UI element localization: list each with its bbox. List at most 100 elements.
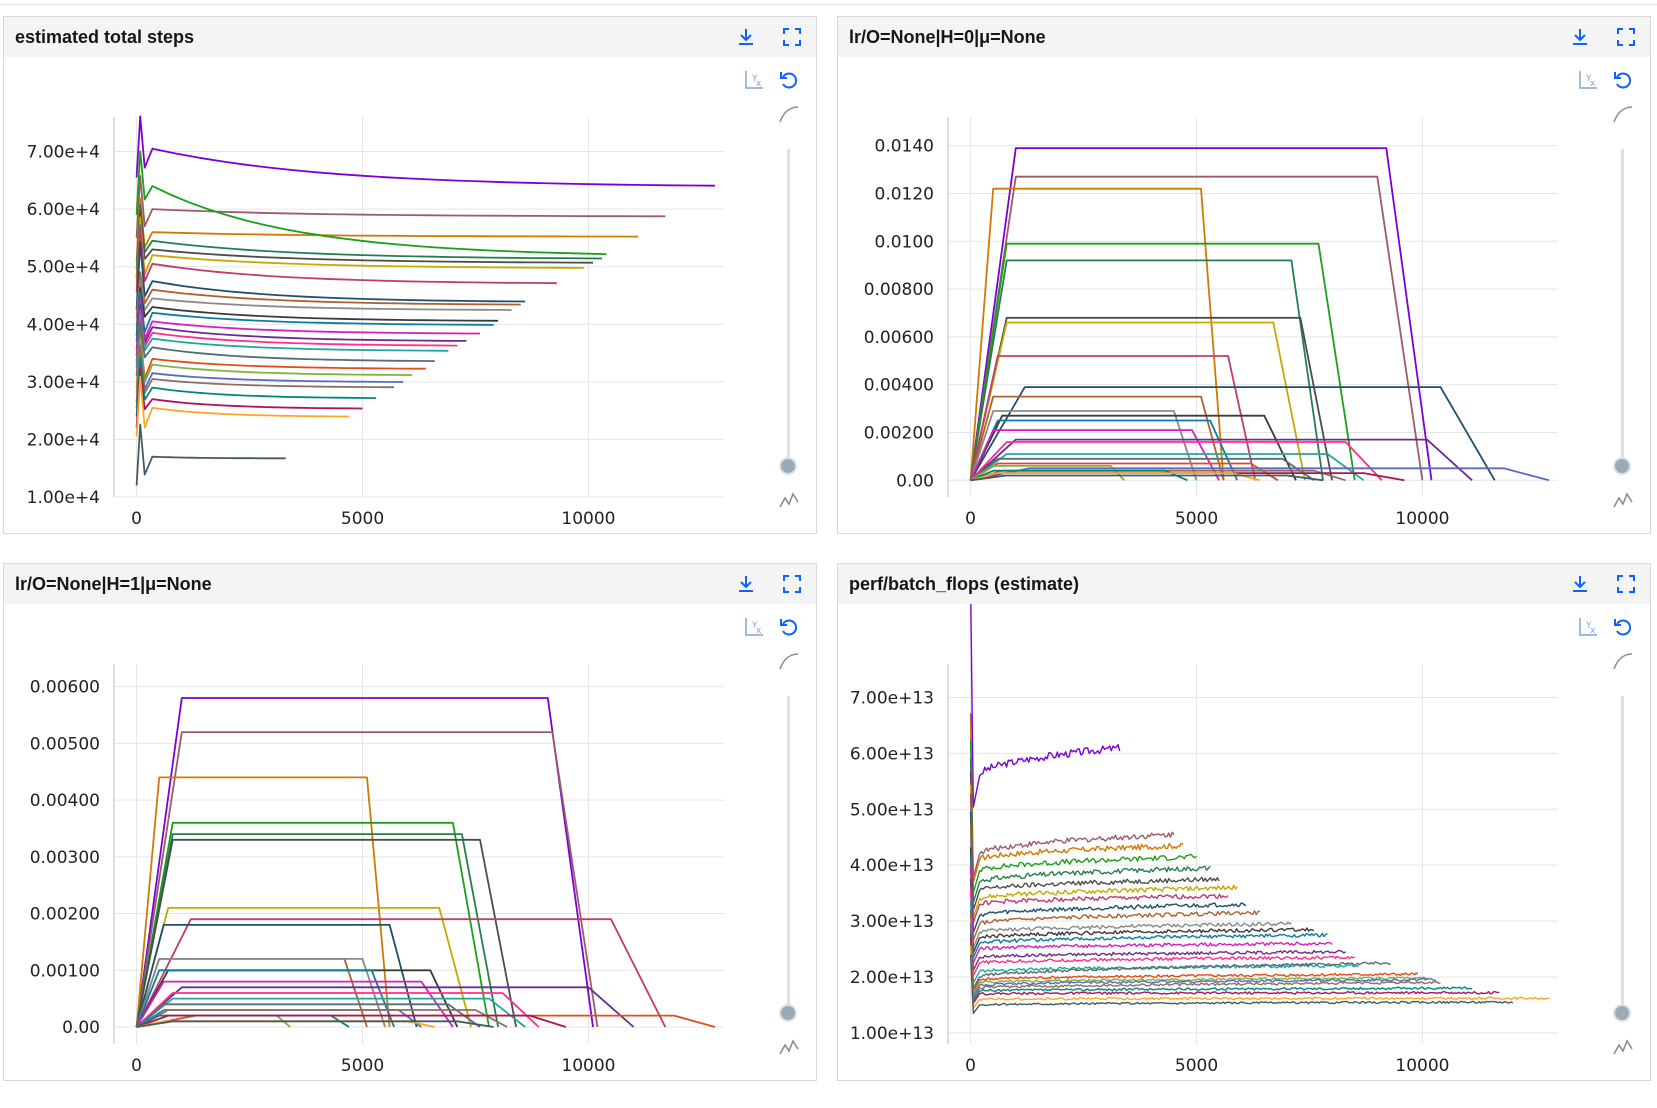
series-line	[969, 242, 1356, 481]
y-tick-label: 2.00e+4	[27, 430, 100, 450]
y-tick-label: 0.00200	[30, 905, 100, 925]
top-divider	[0, 4, 1657, 5]
panel-title: lr/O=None|H=1|μ=None	[15, 574, 212, 594]
series-line	[135, 286, 499, 336]
smoothing-slider-track[interactable]	[787, 149, 790, 469]
series-line	[135, 321, 435, 377]
y-tick-label: 0.00100	[30, 961, 100, 981]
series-line	[969, 811, 1247, 934]
smoothing-slider-track[interactable]	[787, 696, 790, 1016]
series-line	[135, 197, 639, 261]
series-line	[969, 414, 1297, 481]
fullscreen-icon[interactable]	[781, 573, 803, 595]
fullscreen-icon[interactable]	[781, 26, 803, 48]
series-line	[969, 954, 1514, 1014]
x-axis-label: Step	[1524, 531, 1558, 533]
smoothing-curve-icon[interactable]	[778, 650, 800, 672]
x-axis-label: Step	[1524, 1078, 1558, 1080]
y-tick-label: 6.00e+13	[850, 744, 934, 764]
svg-text:x: x	[1590, 626, 1596, 636]
series-line	[969, 838, 1292, 949]
series-line	[969, 395, 1225, 481]
series-line	[969, 847, 1315, 954]
series-line	[969, 936, 1500, 1004]
series-line	[969, 945, 1550, 1009]
series-line	[135, 115, 716, 187]
smoothing-slider-handle[interactable]	[779, 1004, 797, 1022]
fit-axes-icon[interactable]: Yx	[743, 69, 765, 91]
series-line	[969, 429, 1220, 481]
svg-text:Y: Y	[751, 621, 758, 631]
fullscreen-icon[interactable]	[1615, 573, 1637, 595]
series-line	[969, 355, 1257, 481]
line-chart-icon[interactable]	[1612, 489, 1634, 511]
smoothing-slider-handle[interactable]	[1613, 457, 1631, 475]
series-line	[969, 923, 1437, 997]
series-line	[970, 457, 1315, 482]
y-tick-label: 0.00600	[864, 328, 934, 348]
download-icon[interactable]	[1569, 573, 1591, 595]
series-line	[969, 147, 1433, 481]
reset-zoom-icon[interactable]	[778, 616, 800, 638]
series-line	[135, 776, 391, 1028]
series-line	[135, 211, 594, 279]
series-line	[969, 713, 1175, 879]
series-line	[135, 224, 557, 293]
y-tick-label: 7.00e+13	[850, 689, 934, 709]
y-tick-label: 4.00e+4	[27, 315, 100, 335]
series-line	[969, 918, 1428, 994]
fit-axes-icon[interactable]: Yx	[743, 616, 765, 638]
svg-text:x: x	[756, 626, 762, 636]
download-icon[interactable]	[1569, 26, 1591, 48]
line-chart-icon[interactable]	[1612, 1036, 1634, 1058]
series-line	[135, 216, 584, 285]
series-line	[970, 453, 1365, 482]
chart-lr-h1: 0 5000 10000 0.00 0.00100 0.00200 0.00300 0.004…	[30, 664, 724, 1080]
x-tick-label: 10000	[561, 1056, 615, 1076]
series-line	[135, 313, 449, 368]
download-icon[interactable]	[735, 26, 757, 48]
svg-text:Y: Y	[1585, 74, 1592, 84]
line-chart-icon[interactable]	[778, 1036, 800, 1058]
svg-text:Y: Y	[1585, 621, 1592, 631]
series-line	[135, 175, 666, 238]
download-icon[interactable]	[735, 573, 757, 595]
y-tick-label: 0.00	[896, 471, 934, 491]
series-line	[970, 604, 1121, 808]
fit-axes-icon[interactable]: Yx	[1577, 616, 1599, 638]
reset-zoom-icon[interactable]	[778, 69, 800, 91]
fit-axes-icon[interactable]: Yx	[1577, 69, 1599, 91]
x-tick-label: 5000	[1175, 1056, 1218, 1076]
smoothing-slider-track[interactable]	[1621, 696, 1624, 1016]
svg-text:Y: Y	[751, 74, 758, 84]
y-tick-label: 7.00e+4	[27, 143, 100, 163]
reset-zoom-icon[interactable]	[1612, 69, 1634, 91]
smoothing-slider-handle[interactable]	[779, 457, 797, 475]
y-tick-label: 0.00200	[864, 423, 934, 443]
y-tick-label: 4.00e+13	[850, 856, 934, 876]
smoothing-slider-track[interactable]	[1621, 149, 1624, 469]
series-line	[136, 1014, 567, 1028]
panel-header: perf/batch_flops (estimate)	[838, 564, 1650, 604]
fullscreen-icon[interactable]	[1615, 26, 1637, 48]
reset-zoom-icon[interactable]	[1612, 616, 1634, 638]
series-line	[969, 321, 1306, 481]
series-line	[135, 299, 480, 351]
y-tick-label: 0.00400	[30, 791, 100, 811]
series-line	[969, 187, 1225, 481]
series-line	[135, 838, 517, 1028]
series-line	[135, 304, 467, 356]
smoothing-curve-icon[interactable]	[778, 103, 800, 125]
series-line	[969, 914, 1419, 992]
series-line	[969, 259, 1324, 481]
smoothing-curve-icon[interactable]	[1612, 650, 1634, 672]
y-tick-label: 0.0120	[875, 184, 934, 204]
smoothing-slider-handle[interactable]	[1613, 1004, 1631, 1022]
y-tick-label: 0.00800	[864, 280, 934, 300]
line-chart-icon[interactable]	[778, 489, 800, 511]
smoothing-curve-icon[interactable]	[1612, 103, 1634, 125]
x-tick-label: 5000	[341, 509, 384, 529]
series-line	[969, 410, 1198, 481]
y-tick-label: 3.00e+4	[27, 373, 100, 393]
